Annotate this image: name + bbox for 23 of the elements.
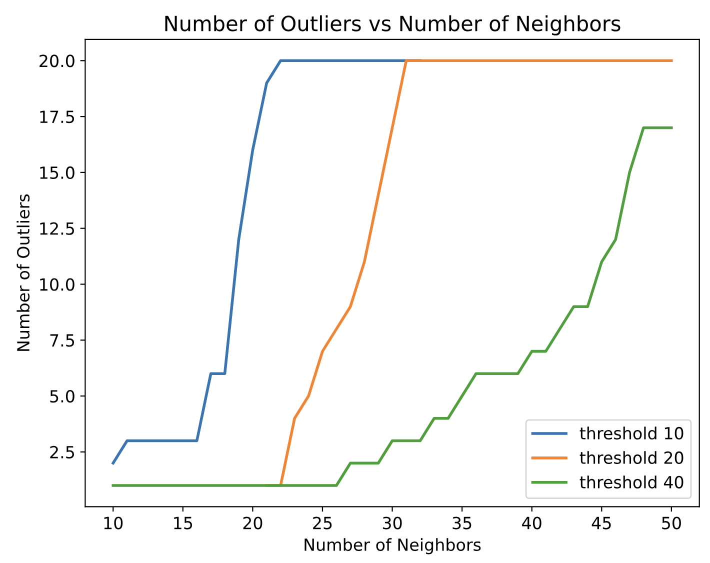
x-tick-label: 20 — [243, 516, 262, 530]
x-tick-label: 45 — [592, 516, 611, 530]
legend-label: threshold 10 — [580, 426, 684, 440]
y-tick-label: 7.5 — [50, 334, 74, 347]
x-tick-label: 25 — [313, 516, 332, 530]
chart-title: Number of Outliers vs Number of Neighbors — [165, 15, 620, 36]
legend-label: threshold 20 — [580, 451, 684, 464]
x-tick-label: 40 — [522, 516, 542, 530]
y-tick-label: 15.0 — [40, 166, 74, 180]
x-tick-label: 35 — [452, 516, 472, 530]
y-tick-label: 12.5 — [40, 222, 74, 235]
y-axis-title: Number of Outliers — [16, 194, 30, 351]
y-tick-label: 5.0 — [50, 390, 74, 403]
x-tick-label: 50 — [662, 516, 681, 530]
x-axis-title: Number of Neighbors — [304, 538, 481, 554]
y-tick-label: 20.0 — [40, 54, 74, 68]
y-tick-label: 2.5 — [50, 446, 74, 458]
y-tick-label: 17.5 — [40, 110, 74, 124]
legend-label: threshold 40 — [580, 476, 684, 488]
x-tick-label: 10 — [104, 516, 123, 530]
x-tick-label: 15 — [174, 516, 192, 530]
y-tick-label: 10.0 — [40, 278, 74, 291]
x-tick-label: 30 — [382, 516, 402, 530]
